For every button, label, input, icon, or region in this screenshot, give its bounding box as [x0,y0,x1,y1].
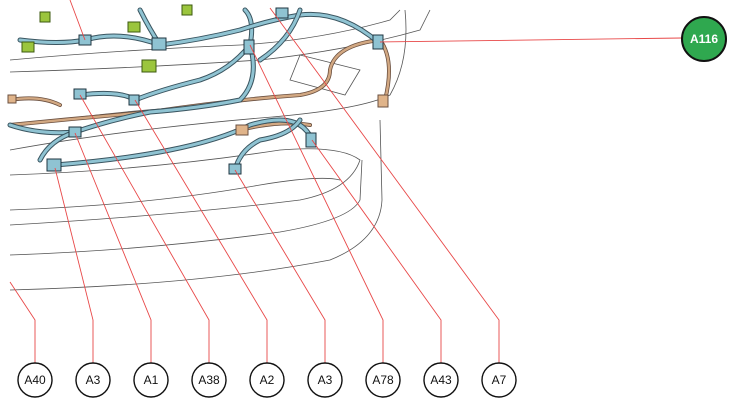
callout-label: A78 [372,373,394,387]
leader-line [379,37,683,43]
wire-harness [7,4,391,175]
callout-label: A38 [198,373,220,387]
leader-line [74,132,152,363]
leader-line [234,169,326,363]
leader-line [69,0,86,41]
callout-label: A40 [24,373,46,387]
callout-circle [191,362,227,398]
vehicle-body [9,9,431,291]
callout-circle [17,362,53,398]
leader-line [249,44,384,363]
leader-line [269,7,500,363]
callout-circle [249,362,285,398]
badge-label: A116 [690,32,718,46]
callout-label: A43 [430,373,452,387]
callouts: A40 A3 A1 A38 A2 A3 A78 A43 A7 A116 [9,0,727,398]
callout-label: A1 [144,373,159,387]
callout-circle [365,362,401,398]
callout-label: A3 [318,373,333,387]
callout-circle [75,362,111,398]
leader-line [311,139,442,363]
callout-label: A7 [492,373,507,387]
badge-circle [681,16,727,62]
callout-circle [423,362,459,398]
callout-circle [307,362,343,398]
callout-label: A3 [86,373,101,387]
leader-line [134,99,268,363]
leader-line [54,167,94,363]
callout-circle [481,362,517,398]
callout-label: A2 [260,373,275,387]
leader-line [9,281,36,363]
callout-circle [133,362,169,398]
leader-line [79,94,210,363]
